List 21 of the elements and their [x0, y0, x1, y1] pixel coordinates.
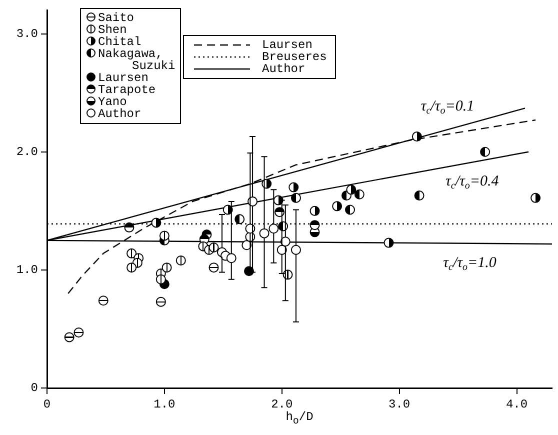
x-tick-label: 4.0 — [506, 397, 528, 412]
legend-label: Yano — [98, 95, 127, 109]
legend-label: Breuseres — [262, 50, 327, 64]
x-axis-title: h$_{o}$/D — [284, 410, 314, 428]
legend-label: Saito — [98, 11, 134, 25]
y-tick-label: 0 — [30, 381, 38, 396]
legend-label: Chital — [98, 35, 142, 49]
y-tick-label: 3.0 — [16, 26, 38, 41]
y-tick-label: 1.0 — [16, 263, 38, 278]
x-tick-label: 0 — [43, 397, 51, 412]
legend-label: Author — [98, 107, 142, 121]
x-tick-label: 2.0 — [271, 397, 293, 412]
legend-label: Author — [262, 62, 306, 76]
x-tick-label: 1.0 — [154, 397, 176, 412]
legend-label: Shen — [98, 23, 127, 37]
legend-label: Tarapote — [98, 83, 156, 97]
y-tick-label: 2.0 — [16, 145, 38, 160]
x-tick-label: 3.0 — [388, 397, 410, 412]
legend-label: Laursen — [98, 71, 148, 85]
legend-label: Nakagawa, Suzuki — [98, 47, 176, 73]
legend-label: Laursen — [262, 38, 312, 52]
